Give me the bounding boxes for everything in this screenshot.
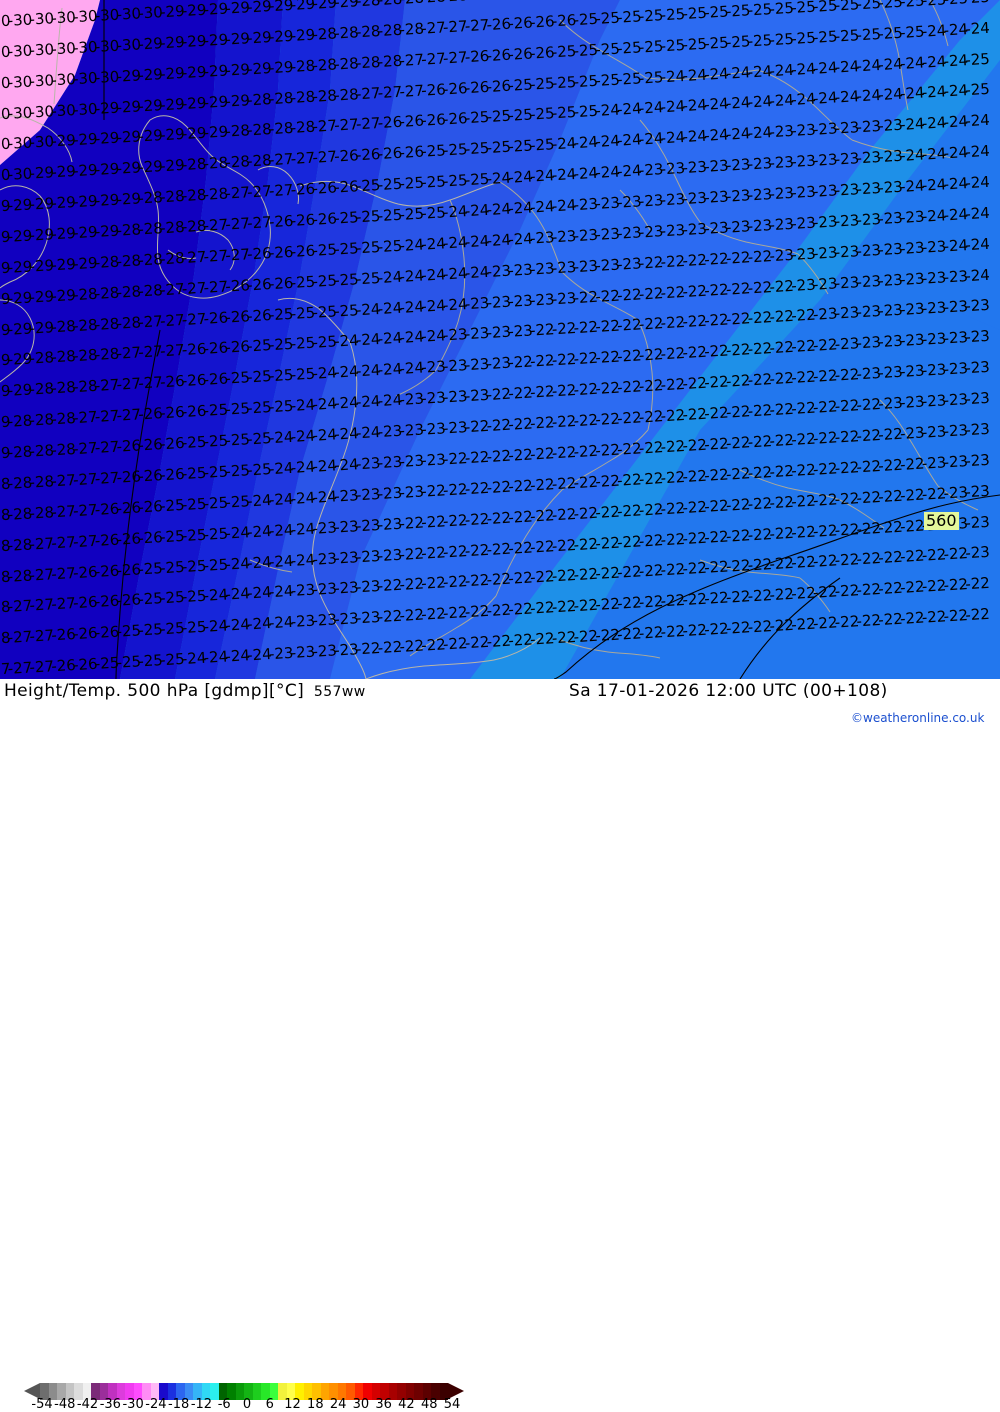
colorbar-tick--30: -30	[122, 1397, 144, 1412]
colorbar-tick--54: -54	[31, 1397, 53, 1412]
colorbar-tick--6: -6	[217, 1397, 231, 1412]
colorbar-tick-0: 0	[242, 1397, 252, 1412]
colorbar-tick-30: 30	[352, 1397, 370, 1412]
model-label: 557ww	[313, 684, 366, 700]
colorbar-tick--24: -24	[145, 1397, 167, 1412]
map-temperature-shading	[0, 0, 1000, 679]
colorbar-tick-6: 6	[265, 1397, 274, 1412]
colorbar-tick--42: -42	[76, 1397, 99, 1412]
colorbar-tick-48: 48	[420, 1397, 438, 1412]
colorbar-tick-36: 36	[375, 1397, 392, 1412]
colorbar-tick--12: -12	[190, 1397, 213, 1412]
colorbar-tick-54: 54	[443, 1397, 461, 1412]
weather-map[interactable]: -30-30-30-30-30-30-30-30-29-29-29-29-29-…	[0, 0, 1000, 679]
page-title: Height/Temp. 500 hPa [gdmp][°C] 557ww	[4, 681, 366, 701]
colorbar-tick--18: -18	[168, 1397, 190, 1412]
model-name	[304, 684, 314, 700]
colorbar-tick-18: 18	[307, 1397, 324, 1412]
copyright-credit: ©weatheronline.co.uk	[851, 711, 985, 725]
footer: Height/Temp. 500 hPa [gdmp][°C] 557ww Sa…	[0, 679, 1000, 1412]
colorbar-tick-12: 12	[284, 1397, 301, 1412]
isoline-label-560: 560	[924, 511, 959, 530]
run-timestamp: Sa 17-01-2026 12:00 UTC (00+108)	[569, 681, 888, 701]
colorbar-tick-labels: -54 -48 -42 -36 -30 -24 -18 -12 -6 0 6 12 18 24 30 36 42…	[0, 1397, 500, 1412]
colorbar-tick--36: -36	[99, 1397, 121, 1412]
colorbar-tick--48: -48	[54, 1397, 76, 1412]
colorbar-tick-42: 42	[398, 1397, 415, 1412]
title-text: Height/Temp. 500 hPa [gdmp][°C]	[4, 681, 305, 701]
colorbar-tick-24: 24	[329, 1397, 347, 1412]
